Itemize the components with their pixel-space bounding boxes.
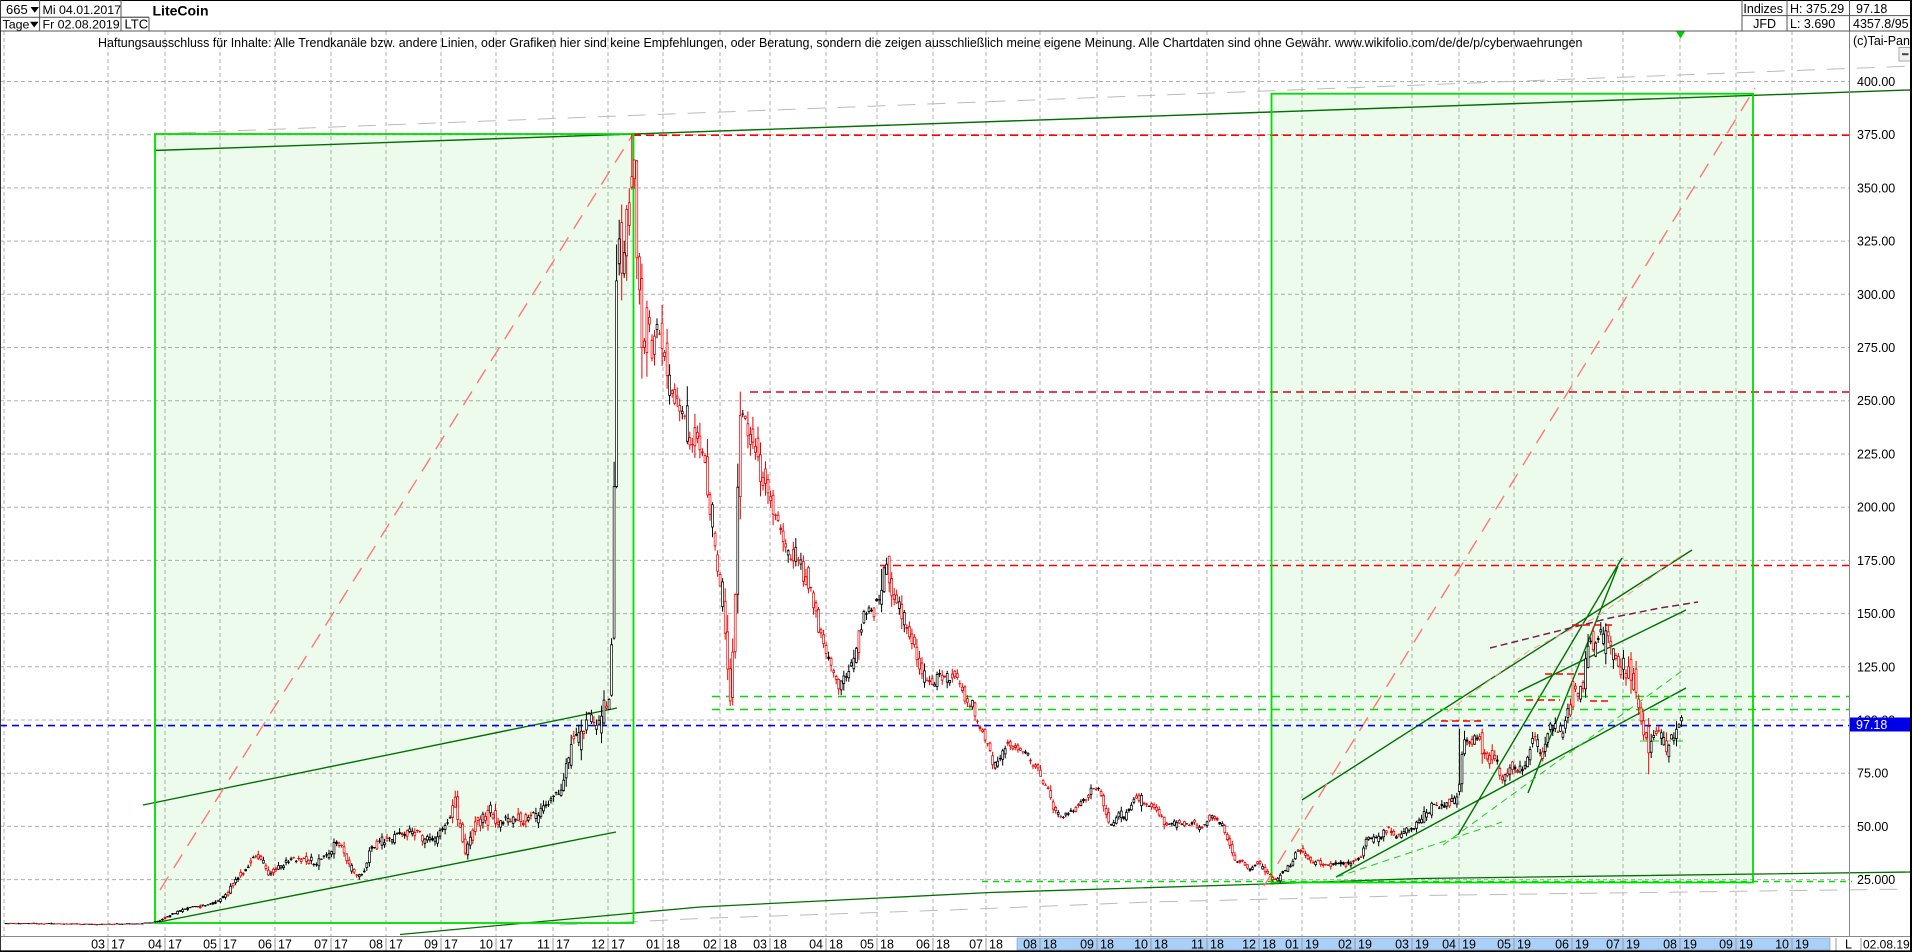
svg-text:02.08.19: 02.08.19 (1863, 938, 1910, 952)
svg-text:02: 02 (1338, 938, 1352, 952)
svg-text:05: 05 (1497, 938, 1511, 952)
svg-text:250.00: 250.00 (1857, 394, 1895, 408)
svg-text:125.00: 125.00 (1857, 660, 1895, 674)
svg-text:18: 18 (880, 938, 894, 952)
svg-text:19: 19 (1517, 938, 1531, 952)
svg-text:17: 17 (334, 938, 348, 952)
svg-text:03: 03 (1395, 938, 1409, 952)
svg-text:19: 19 (1462, 938, 1476, 952)
svg-text:04: 04 (809, 938, 823, 952)
svg-text:09: 09 (1080, 938, 1094, 952)
svg-text:10: 10 (1134, 938, 1148, 952)
svg-text:400.00: 400.00 (1857, 75, 1895, 89)
svg-text:97.18: 97.18 (1856, 718, 1887, 732)
svg-text:LiteCoin: LiteCoin (153, 3, 209, 19)
svg-text:04: 04 (148, 938, 162, 952)
svg-text:19: 19 (1626, 938, 1640, 952)
svg-text:11: 11 (537, 938, 550, 952)
svg-text:08: 08 (369, 938, 383, 952)
svg-text:07: 07 (1606, 938, 1620, 952)
svg-text:19: 19 (1415, 938, 1429, 952)
svg-text:17: 17 (389, 938, 403, 952)
svg-text:18: 18 (723, 938, 737, 952)
svg-text:11: 11 (1191, 938, 1204, 952)
svg-text:18: 18 (1262, 938, 1276, 952)
svg-text:L: L (1845, 938, 1852, 952)
svg-text:17: 17 (168, 938, 182, 952)
svg-text:25.000: 25.000 (1857, 873, 1895, 887)
svg-text:06: 06 (1555, 938, 1569, 952)
svg-text:50.00: 50.00 (1857, 820, 1888, 834)
svg-text:300.00: 300.00 (1857, 288, 1895, 302)
svg-text:17: 17 (556, 938, 570, 952)
svg-text:225.00: 225.00 (1857, 448, 1895, 462)
svg-text:08: 08 (1023, 938, 1037, 952)
svg-text:07: 07 (314, 938, 328, 952)
svg-text:19: 19 (1795, 938, 1809, 952)
svg-text:150.00: 150.00 (1857, 607, 1895, 621)
svg-text:H: 375.29: H: 375.29 (1790, 2, 1844, 16)
svg-text:09: 09 (424, 938, 438, 952)
svg-text:L: 3.690: L: 3.690 (1790, 17, 1835, 31)
svg-text:01: 01 (1285, 938, 1299, 952)
svg-text:Haftungsausschluss für Inhalte: Haftungsausschluss für Inhalte: Alle Tre… (98, 36, 1582, 50)
svg-text:17: 17 (611, 938, 625, 952)
svg-text:18: 18 (773, 938, 787, 952)
svg-text:Mi 04.01.2017: Mi 04.01.2017 (43, 3, 122, 17)
svg-text:07: 07 (969, 938, 983, 952)
svg-text:09: 09 (1719, 938, 1733, 952)
svg-text:10: 10 (479, 938, 493, 952)
svg-text:08: 08 (1663, 938, 1677, 952)
svg-text:275.00: 275.00 (1857, 341, 1895, 355)
svg-text:Tage: Tage (3, 18, 30, 32)
svg-text:JFD: JFD (1753, 17, 1776, 31)
svg-text:19: 19 (1358, 938, 1372, 952)
svg-text:325.00: 325.00 (1857, 235, 1895, 249)
svg-text:350.00: 350.00 (1857, 181, 1895, 195)
svg-text:04: 04 (1442, 938, 1456, 952)
svg-text:18: 18 (936, 938, 950, 952)
svg-text:19: 19 (1739, 938, 1753, 952)
svg-text:17: 17 (499, 938, 513, 952)
svg-text:19: 19 (1683, 938, 1697, 952)
svg-text:10: 10 (1775, 938, 1789, 952)
svg-text:18: 18 (666, 938, 680, 952)
svg-text:06: 06 (916, 938, 930, 952)
svg-text:18: 18 (1210, 938, 1224, 952)
svg-text:19: 19 (1575, 938, 1589, 952)
svg-text:17: 17 (278, 938, 292, 952)
svg-text:02: 02 (703, 938, 717, 952)
svg-text:03: 03 (753, 938, 767, 952)
svg-text:375.00: 375.00 (1857, 128, 1895, 142)
svg-text:19: 19 (1305, 938, 1319, 952)
svg-text:03: 03 (91, 938, 105, 952)
svg-text:75.00: 75.00 (1857, 767, 1888, 781)
svg-text:12: 12 (591, 938, 605, 952)
svg-text:18: 18 (989, 938, 1003, 952)
svg-text:05: 05 (860, 938, 874, 952)
svg-text:200.00: 200.00 (1857, 501, 1895, 515)
svg-text:01: 01 (646, 938, 660, 952)
svg-text:05: 05 (203, 938, 217, 952)
svg-text:LTC: LTC (125, 17, 149, 32)
svg-text:4357.8/95: 4357.8/95 (1853, 17, 1909, 31)
svg-text:Indizes: Indizes (1743, 2, 1783, 16)
svg-text:97.18: 97.18 (1856, 2, 1887, 16)
svg-text:17: 17 (223, 938, 237, 952)
svg-text:17: 17 (111, 938, 125, 952)
svg-text:18: 18 (829, 938, 843, 952)
svg-text:17: 17 (444, 938, 458, 952)
svg-text:18: 18 (1154, 938, 1168, 952)
svg-text:18: 18 (1043, 938, 1057, 952)
svg-text:18: 18 (1100, 938, 1114, 952)
svg-text:Fr 02.08.2019: Fr 02.08.2019 (43, 18, 120, 32)
svg-text:12: 12 (1242, 938, 1256, 952)
svg-text:175.00: 175.00 (1857, 554, 1895, 568)
svg-text:665: 665 (6, 2, 28, 17)
svg-text:(c)Tai-Pan: (c)Tai-Pan (1853, 34, 1910, 48)
svg-text:06: 06 (258, 938, 272, 952)
